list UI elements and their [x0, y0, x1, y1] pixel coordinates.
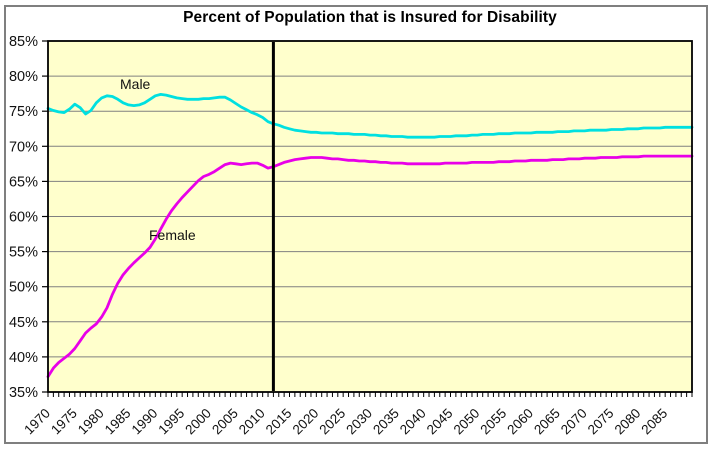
svg-text:2050: 2050 [451, 406, 483, 438]
svg-text:2060: 2060 [504, 406, 536, 438]
svg-text:80%: 80% [9, 69, 38, 85]
svg-text:1995: 1995 [155, 406, 187, 438]
svg-text:65%: 65% [9, 174, 38, 190]
svg-text:70%: 70% [9, 139, 38, 155]
chart-title: Percent of Population that is Insured fo… [183, 9, 557, 26]
svg-text:2010: 2010 [236, 406, 268, 438]
svg-text:1980: 1980 [75, 406, 107, 438]
female-series-label: Female [149, 227, 196, 243]
svg-text:40%: 40% [9, 350, 38, 366]
svg-text:1990: 1990 [129, 406, 161, 438]
svg-text:2070: 2070 [558, 406, 590, 438]
svg-text:2065: 2065 [531, 406, 563, 438]
male-series-label: Male [120, 76, 151, 92]
svg-text:45%: 45% [9, 315, 38, 331]
svg-text:2005: 2005 [209, 406, 241, 438]
svg-text:1970: 1970 [21, 406, 53, 438]
svg-text:75%: 75% [9, 104, 38, 120]
svg-text:2080: 2080 [612, 406, 644, 438]
svg-text:1975: 1975 [48, 406, 80, 438]
svg-text:55%: 55% [9, 245, 38, 261]
svg-text:2025: 2025 [316, 406, 348, 438]
svg-text:2055: 2055 [477, 406, 509, 438]
svg-text:2085: 2085 [638, 406, 670, 438]
svg-text:2015: 2015 [263, 406, 295, 438]
svg-text:2035: 2035 [370, 406, 402, 438]
svg-text:60%: 60% [9, 210, 38, 226]
svg-text:2040: 2040 [397, 406, 429, 438]
svg-text:35%: 35% [9, 385, 38, 401]
svg-text:2020: 2020 [290, 406, 322, 438]
svg-text:50%: 50% [9, 280, 38, 296]
svg-text:2075: 2075 [585, 406, 617, 438]
svg-text:2045: 2045 [424, 406, 456, 438]
svg-text:2030: 2030 [343, 406, 375, 438]
svg-text:85%: 85% [9, 34, 38, 50]
svg-text:1985: 1985 [102, 406, 134, 438]
svg-text:2000: 2000 [182, 406, 214, 438]
